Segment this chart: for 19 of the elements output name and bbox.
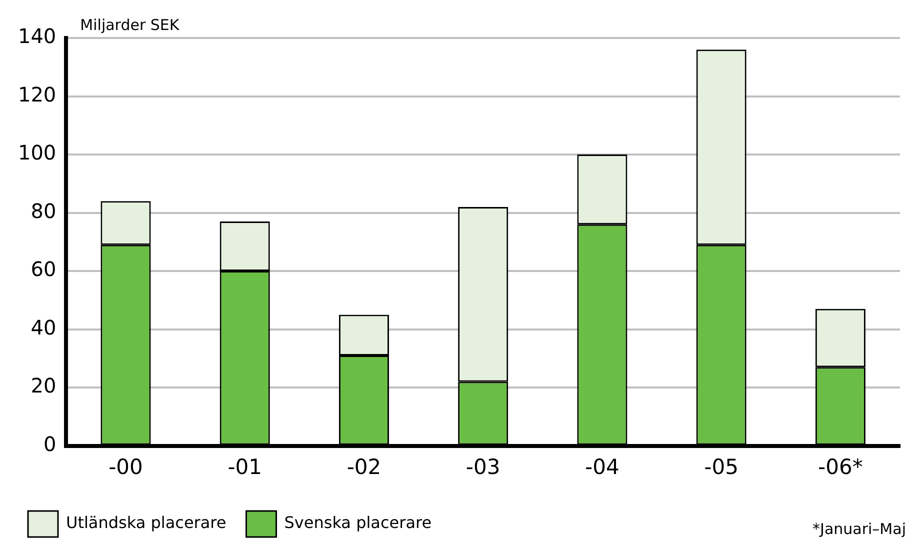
- y-tick-label: 120: [18, 82, 56, 106]
- y-tick-label: 80: [30, 198, 56, 223]
- text: *Januari–Maj: [812, 520, 906, 538]
- legend-label: Utländska placerare: [66, 513, 226, 532]
- x-tick-label: -03: [466, 454, 500, 479]
- y-tick-label: 100: [18, 140, 56, 165]
- y-tick-label: 20: [30, 374, 56, 398]
- x-tick-label: -04: [585, 454, 620, 479]
- y-tick-label: 60: [30, 257, 56, 282]
- x-tick-label: -05: [704, 454, 738, 479]
- y-tick-label: 140: [18, 24, 56, 48]
- x-tick-label: -01: [228, 454, 262, 479]
- y-tick-label: 40: [30, 315, 56, 340]
- x-tick-label: -00: [108, 454, 143, 479]
- y-axis-title: Miljarder SEK: [80, 16, 180, 34]
- x-tick-label: -06*: [818, 454, 863, 479]
- legend-label: Svenska placerare: [284, 513, 432, 532]
- y-tick-label: 0: [43, 432, 56, 456]
- x-tick-label: -02: [346, 454, 382, 479]
